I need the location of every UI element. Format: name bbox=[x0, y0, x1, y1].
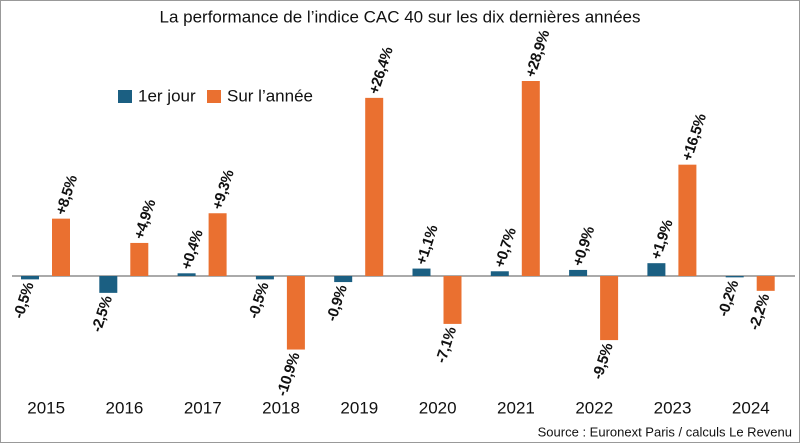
x-tick-label: 2019 bbox=[340, 398, 378, 417]
x-tick-label: 2021 bbox=[497, 398, 535, 417]
legend-label: 1er jour bbox=[138, 86, 196, 105]
x-tick-label: 2015 bbox=[27, 398, 65, 417]
bar bbox=[600, 276, 619, 341]
legend-label: Sur l’année bbox=[227, 86, 313, 105]
bar bbox=[286, 276, 305, 350]
bar bbox=[130, 242, 149, 276]
bar bbox=[365, 97, 384, 276]
x-tick-label: 2016 bbox=[106, 398, 144, 417]
bar bbox=[569, 269, 588, 276]
bar bbox=[443, 276, 462, 324]
x-tick-label: 2023 bbox=[654, 398, 692, 417]
x-tick-label: 2022 bbox=[575, 398, 613, 417]
bar bbox=[255, 276, 274, 280]
bar bbox=[177, 273, 196, 276]
bar bbox=[208, 213, 227, 276]
x-tick-label: 2018 bbox=[262, 398, 300, 417]
x-tick-label: 2024 bbox=[732, 398, 770, 417]
bar bbox=[756, 276, 775, 291]
bar bbox=[99, 276, 118, 293]
bar bbox=[647, 263, 666, 276]
bar bbox=[725, 276, 744, 278]
bar bbox=[490, 271, 509, 276]
bar bbox=[678, 164, 697, 276]
chart-title: La performance de l’indice CAC 40 sur le… bbox=[160, 7, 641, 26]
legend-swatch bbox=[207, 90, 221, 103]
bar bbox=[334, 276, 353, 283]
bar bbox=[21, 276, 39, 280]
x-tick-label: 2017 bbox=[184, 398, 222, 417]
x-tick-label: 2020 bbox=[419, 398, 457, 417]
bar bbox=[52, 218, 70, 276]
source: Source : Euronext Paris / calculs Le Rev… bbox=[538, 424, 792, 439]
bar bbox=[412, 268, 431, 276]
bar bbox=[521, 81, 540, 276]
legend-swatch bbox=[118, 90, 132, 103]
